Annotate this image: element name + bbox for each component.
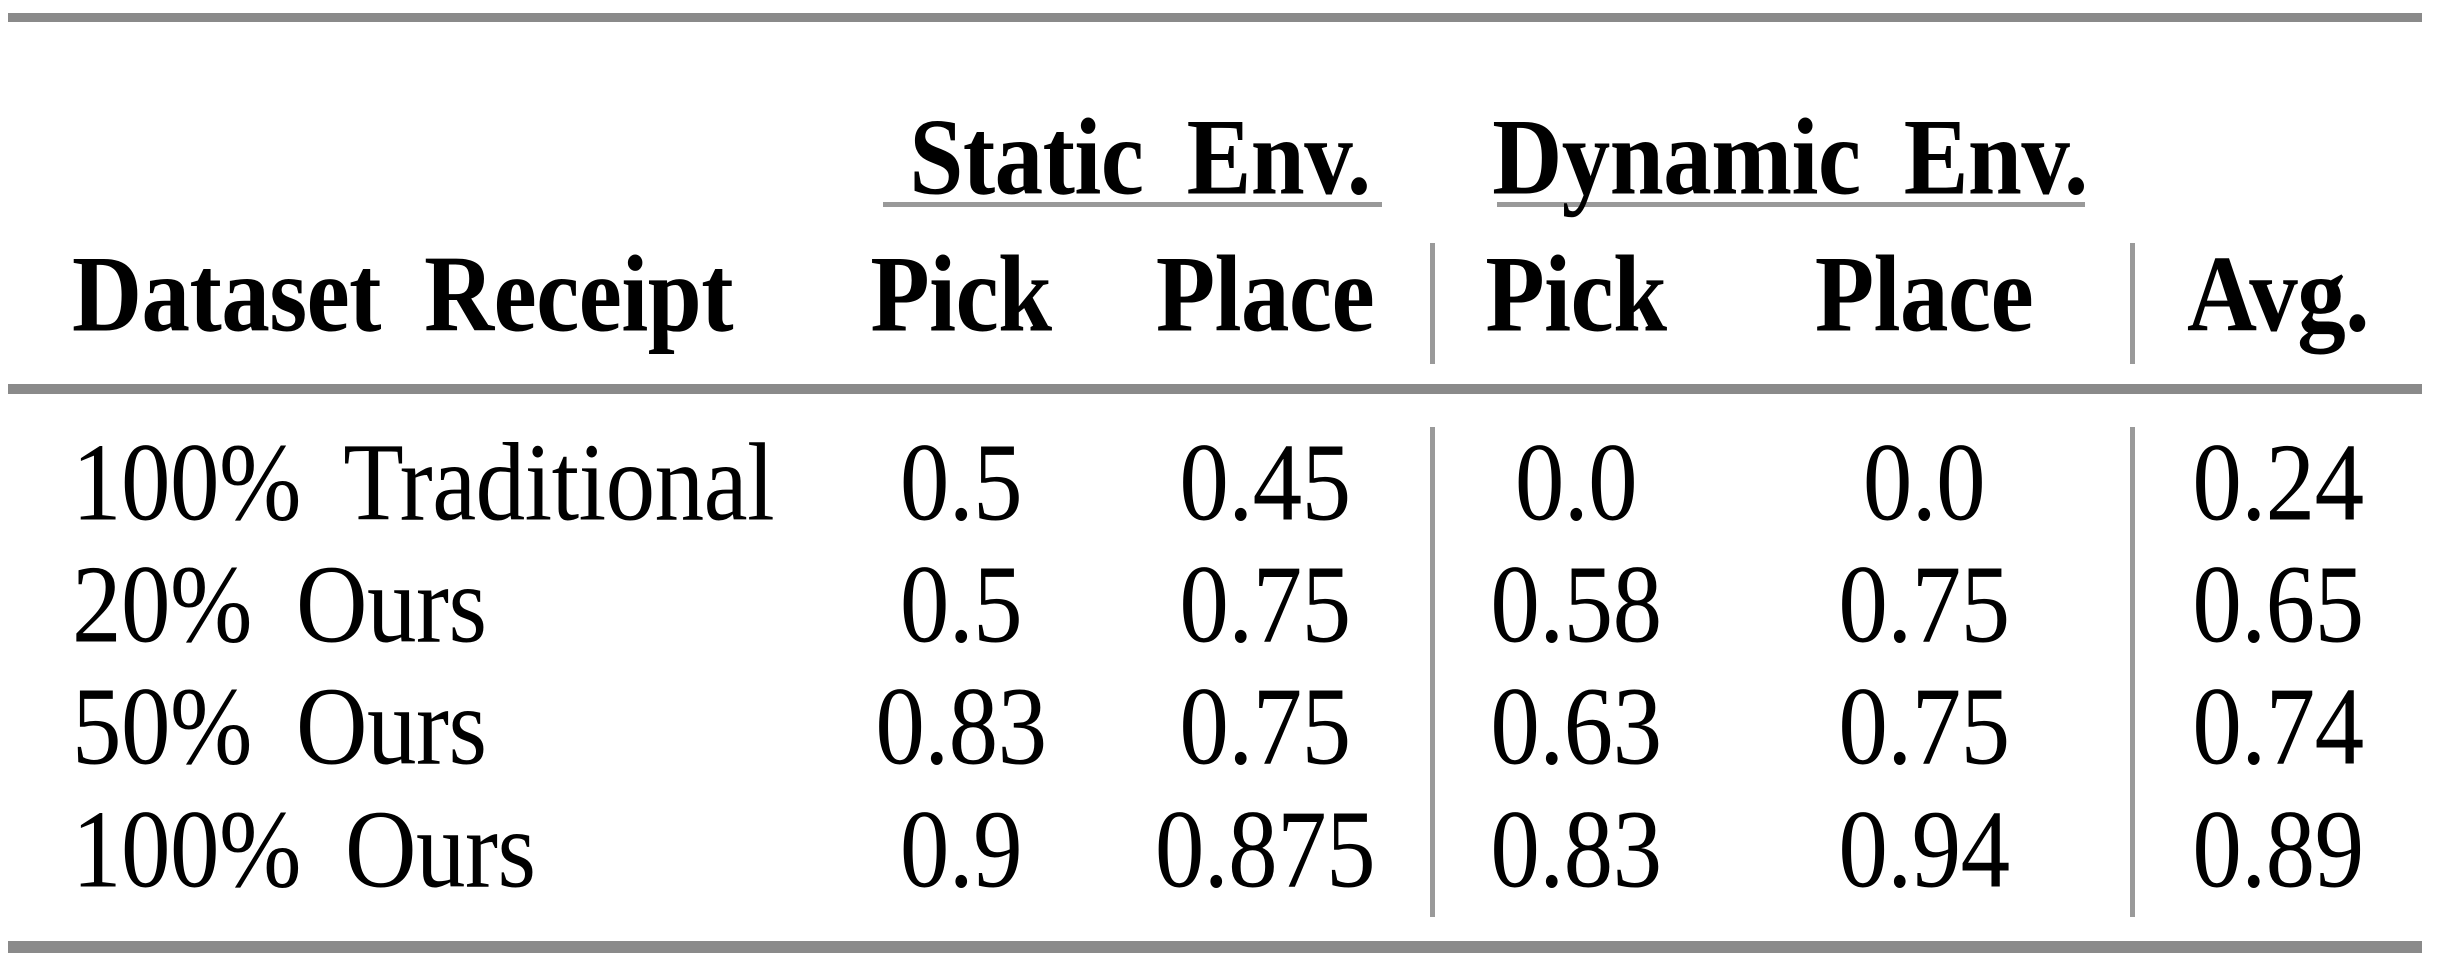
value-dynamic-pick: 0.83 (1490, 788, 1662, 912)
value-static-place: 0.875 (1154, 788, 1376, 912)
top-rule (8, 13, 2422, 22)
value-static-place: 0.45 (1179, 421, 1351, 545)
value-static-place: 0.75 (1179, 543, 1351, 667)
row-label: 50% Ours (72, 665, 487, 789)
col-header-dataset-receipt: Dataset Receipt (72, 234, 734, 354)
static-env-cmidrule (883, 202, 1382, 207)
value-dynamic-pick: 0.58 (1490, 543, 1662, 667)
row-label: 100% Ours (72, 788, 536, 912)
value-dynamic-place: 0.75 (1838, 543, 2010, 667)
vertical-rule-1-header (1430, 243, 1435, 364)
col-header-static-pick: Pick (870, 234, 1052, 354)
value-avg: 0.74 (2192, 665, 2364, 789)
value-dynamic-place: 0.94 (1838, 788, 2010, 912)
value-dynamic-place: 0.0 (1862, 421, 1986, 545)
value-dynamic-place: 0.75 (1838, 665, 2010, 789)
vertical-rule-1-body (1430, 427, 1435, 917)
spanner-static-env: Static Env. (909, 97, 1371, 217)
value-static-pick: 0.83 (875, 665, 1047, 789)
bottom-rule (8, 941, 2422, 953)
row-label: 20% Ours (72, 543, 487, 667)
value-static-pick: 0.9 (899, 788, 1023, 912)
col-header-avg: Avg. (2186, 234, 2370, 354)
col-header-dynamic-pick: Pick (1485, 234, 1667, 354)
value-dynamic-pick: 0.0 (1514, 421, 1638, 545)
value-static-place: 0.75 (1179, 665, 1351, 789)
value-static-pick: 0.5 (899, 543, 1023, 667)
value-dynamic-pick: 0.63 (1490, 665, 1662, 789)
col-header-dynamic-place: Place (1814, 234, 2034, 354)
vertical-rule-2-body (2130, 427, 2135, 917)
mid-rule (8, 384, 2422, 394)
col-header-static-place: Place (1155, 234, 1375, 354)
row-label: 100% Traditional (72, 421, 775, 545)
vertical-rule-2-header (2130, 243, 2135, 364)
dynamic-env-cmidrule (1497, 202, 2085, 207)
value-avg: 0.89 (2192, 788, 2364, 912)
value-avg: 0.24 (2192, 421, 2364, 545)
value-avg: 0.65 (2192, 543, 2364, 667)
spanner-dynamic-env: Dynamic Env. (1492, 97, 2088, 217)
value-static-pick: 0.5 (899, 421, 1023, 545)
